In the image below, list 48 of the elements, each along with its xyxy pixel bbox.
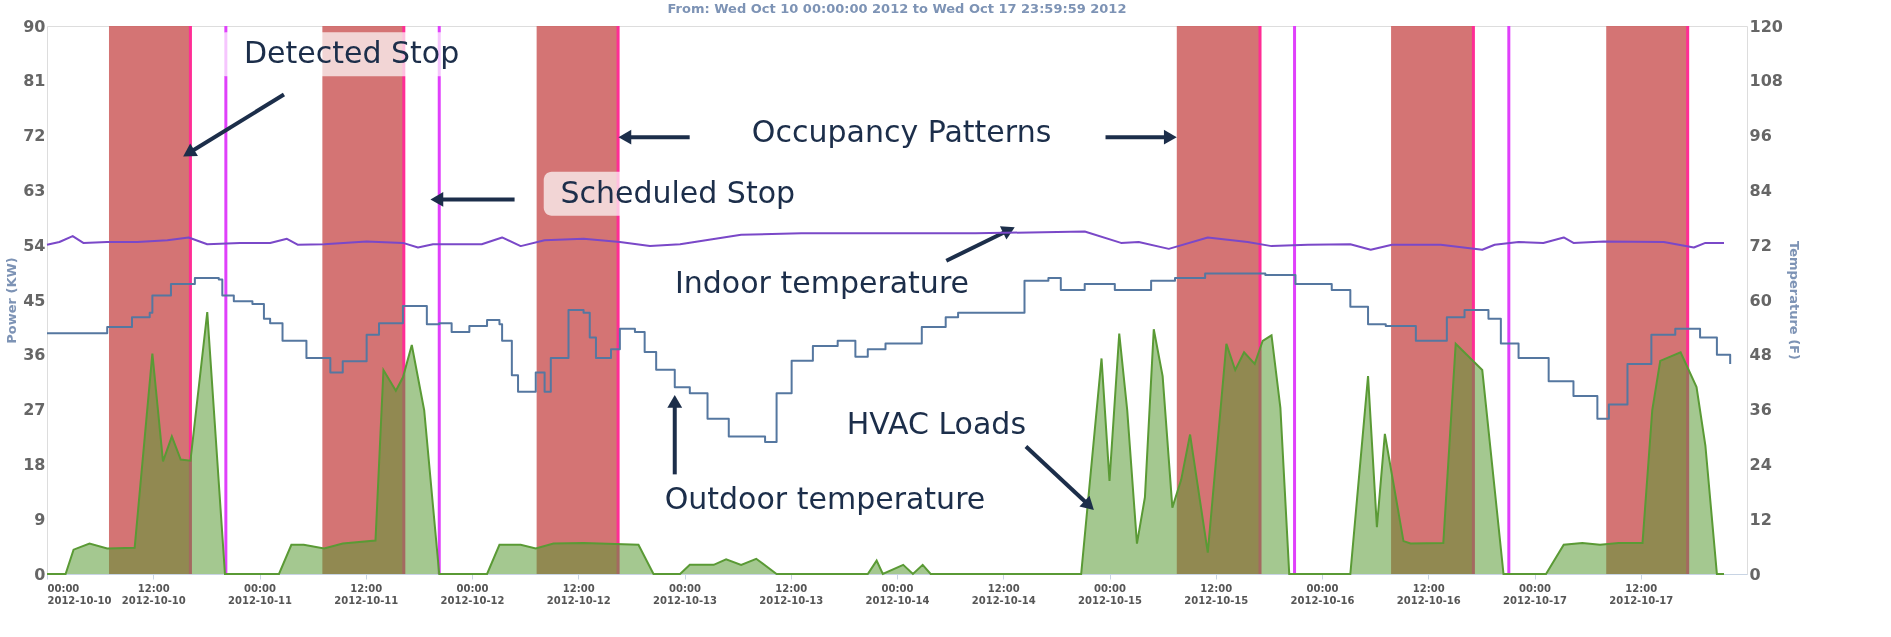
y2-tick-label: 108: [1749, 71, 1783, 91]
y-tick-label: 27: [23, 400, 46, 420]
y-tick-label: 90: [23, 16, 46, 36]
annotation: Outdoor temperature: [664, 481, 986, 517]
y2-tick-label: 0: [1749, 564, 1761, 584]
x-tick-label: 12:00 2012-10-14: [971, 582, 1036, 606]
x-tick-label: 00:00 2012-10-11: [228, 582, 293, 606]
y-tick-label: 18: [23, 454, 46, 474]
x-tick-label: 00:00 2012-10-17: [1503, 582, 1568, 606]
y2-tick-label: 96: [1749, 126, 1772, 146]
annotation: HVAC Loads: [846, 405, 1027, 441]
x-tick-label: 12:00 2012-10-17: [1609, 582, 1674, 606]
x-tick-label: 12:00 2012-10-12: [546, 582, 611, 606]
y-tick-label: 36: [23, 345, 46, 365]
annotation: Scheduled Stop: [560, 174, 796, 210]
y2-tick-label: 60: [1749, 290, 1772, 310]
annotation: Detected Stop: [243, 35, 460, 71]
y-tick-label: 63: [23, 180, 46, 200]
y-tick-label: 9: [34, 509, 46, 529]
y-axis-title: Power (KW): [4, 257, 20, 344]
y2-tick-label: 120: [1749, 16, 1783, 36]
line-series: [46, 230, 1725, 251]
x-tick-label: 00:00 2012-10-16: [1290, 582, 1355, 606]
x-tick-label: 12:00 2012-10-15: [1184, 582, 1249, 606]
y2-tick-label: 36: [1749, 400, 1772, 420]
x-tick-label: 12:00 2012-10-13: [759, 582, 824, 606]
chart-title: From: Wed Oct 10 00:00:00 2012 to Wed Oct 17 23:59:59 2012: [667, 1, 1127, 16]
y-tick-label: 72: [23, 126, 46, 146]
y2-tick-label: 24: [1749, 454, 1772, 474]
y-tick-label: 0: [34, 564, 46, 584]
x-tick-label: 12:00 2012-10-11: [334, 582, 399, 606]
annotation: Indoor temperature: [674, 264, 970, 300]
x-tick-label: 00:00 2012-10-15: [1078, 582, 1143, 606]
x-tick-label: 12:00 2012-10-16: [1396, 582, 1461, 606]
y-tick-label: 45: [23, 290, 46, 310]
y2-tick-label: 12: [1749, 509, 1772, 529]
y2-tick-label: 84: [1749, 180, 1772, 200]
x-tick-label: 12:00 2012-10-10: [121, 582, 186, 606]
y2-tick-label: 48: [1749, 345, 1772, 365]
y-tick-label: 81: [23, 71, 46, 91]
y2-tick-label: 72: [1749, 235, 1772, 255]
y2-axis-title: Temperature (F): [1786, 241, 1802, 360]
annotation: Occupancy Patterns: [751, 114, 1052, 150]
x-tick-label: 00:00 2012-10-14: [865, 582, 930, 606]
y-tick-label: 54: [23, 235, 46, 255]
x-tick-label: 00:00 2012-10-12: [440, 582, 505, 606]
x-tick-label: 00:00 2012-10-10: [47, 582, 112, 606]
x-tick-label: 00:00 2012-10-13: [653, 582, 718, 606]
